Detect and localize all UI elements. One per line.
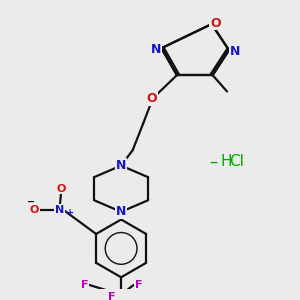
- Text: O: O: [57, 184, 66, 194]
- Text: Cl: Cl: [229, 154, 244, 169]
- Text: H: H: [220, 154, 232, 169]
- Text: N: N: [151, 43, 161, 56]
- Text: F: F: [81, 280, 88, 290]
- Text: −: −: [27, 197, 35, 207]
- Text: F: F: [135, 280, 142, 290]
- Text: N: N: [116, 159, 126, 172]
- Text: N: N: [230, 44, 240, 58]
- Text: –: –: [209, 153, 218, 171]
- Text: +: +: [66, 208, 74, 218]
- Text: O: O: [30, 205, 39, 215]
- Text: F: F: [108, 292, 115, 300]
- Text: N: N: [55, 205, 64, 215]
- Text: N: N: [116, 205, 126, 218]
- Text: O: O: [210, 16, 221, 30]
- Text: O: O: [147, 92, 157, 105]
